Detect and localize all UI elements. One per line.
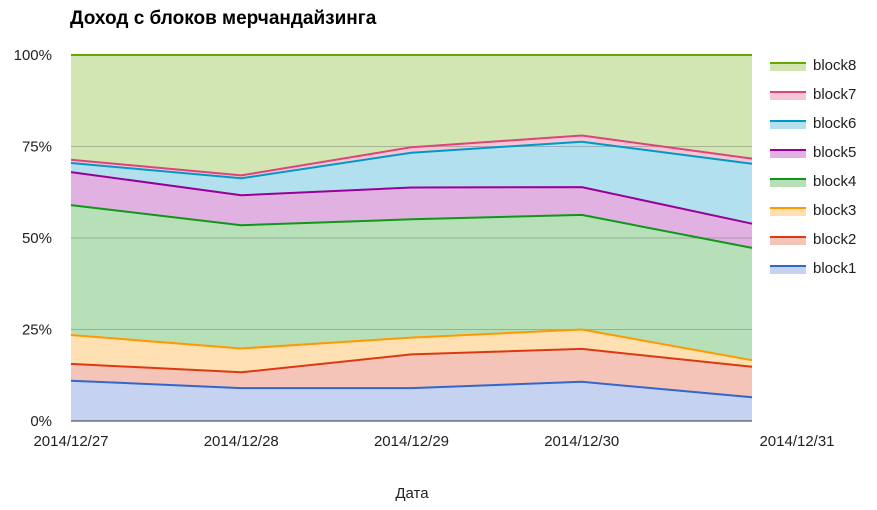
legend-swatch bbox=[770, 121, 806, 129]
legend-item-block2: block2 bbox=[770, 231, 856, 248]
area-block8 bbox=[71, 55, 752, 176]
series-lines bbox=[70, 54, 753, 399]
legend-item-block4: block4 bbox=[770, 173, 856, 190]
legend-label: block4 bbox=[813, 173, 856, 190]
legend-swatch bbox=[770, 150, 806, 158]
x-axis-ticks: 2014/12/27 2014/12/28 2014/12/29 2014/12/30… bbox=[33, 433, 834, 450]
legend-label: block1 bbox=[813, 260, 856, 277]
area-block1 bbox=[71, 380, 752, 421]
legend: block8 block7 block6 block5 block4 block3 bloc… bbox=[770, 57, 856, 277]
legend-swatch bbox=[770, 92, 806, 100]
area-layers bbox=[71, 55, 752, 421]
legend-swatch bbox=[770, 208, 806, 216]
area-block4 bbox=[71, 205, 752, 361]
legend-label: block6 bbox=[813, 115, 856, 132]
y-tick-label: 100% bbox=[14, 47, 52, 64]
x-tick-label: 2014/12/29 bbox=[374, 433, 449, 450]
legend-item-block6: block6 bbox=[770, 115, 856, 132]
x-axis-title: Дата bbox=[395, 485, 429, 502]
x-tick-label: 2014/12/30 bbox=[544, 433, 619, 450]
legend-swatch bbox=[770, 179, 806, 187]
area-block6 bbox=[71, 141, 752, 224]
legend-label: block3 bbox=[813, 202, 856, 219]
y-axis-ticks: 0% 25% 50% 75% 100% bbox=[14, 47, 52, 430]
legend-item-block5: block5 bbox=[770, 144, 856, 161]
legend-swatch bbox=[770, 237, 806, 245]
area-block2 bbox=[71, 348, 752, 398]
y-tick-label: 0% bbox=[30, 413, 52, 430]
y-tick-label: 25% bbox=[22, 322, 52, 339]
y-tick-label: 50% bbox=[22, 230, 52, 247]
legend-swatch bbox=[770, 63, 806, 71]
area-block5 bbox=[71, 172, 752, 248]
legend-label: block8 bbox=[813, 57, 856, 74]
line-block3 bbox=[70, 328, 753, 362]
chart-title: Доход с блоков мерчандайзинга bbox=[70, 8, 377, 29]
line-block7 bbox=[70, 134, 753, 177]
line-block1 bbox=[70, 379, 753, 399]
legend-item-block7: block7 bbox=[770, 86, 856, 103]
line-block5 bbox=[70, 171, 753, 225]
line-block6 bbox=[70, 140, 753, 180]
line-block2 bbox=[70, 347, 753, 374]
legend-swatch bbox=[770, 266, 806, 274]
legend-label: block7 bbox=[813, 86, 856, 103]
line-block4 bbox=[70, 204, 753, 249]
x-tick-label: 2014/12/28 bbox=[204, 433, 279, 450]
legend-item-block1: block1 bbox=[770, 260, 856, 277]
legend-item-block3: block3 bbox=[770, 202, 856, 219]
x-tick-label: 2014/12/27 bbox=[33, 433, 108, 450]
legend-item-block8: block8 bbox=[770, 57, 856, 74]
area-block3 bbox=[71, 329, 752, 373]
y-tick-label: 75% bbox=[22, 139, 52, 156]
legend-label: block2 bbox=[813, 231, 856, 248]
x-tick-label: 2014/12/31 bbox=[759, 433, 834, 450]
legend-label: block5 bbox=[813, 144, 856, 161]
